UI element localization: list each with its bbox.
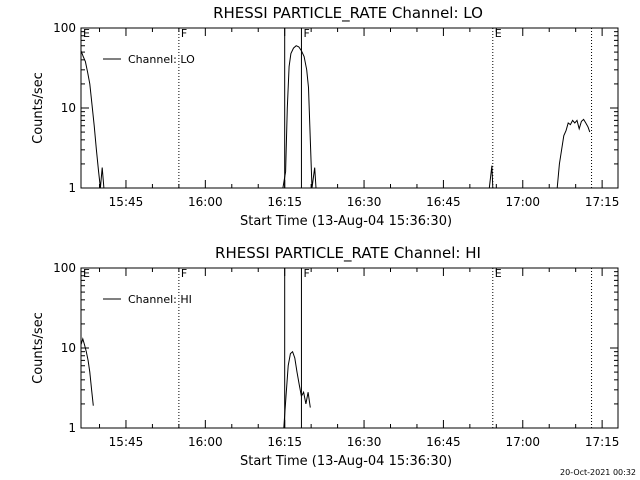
y-tick-label: 1 <box>68 181 76 195</box>
y-tick-label: 10 <box>61 101 76 115</box>
y-axis-label: Counts/sec <box>31 312 46 384</box>
chart-title: RHESSI PARTICLE_RATE Channel: HI <box>215 244 481 263</box>
x-tick-label: 16:30 <box>347 435 382 449</box>
y-tick-label: 10 <box>61 341 76 355</box>
event-marker-label: E <box>495 267 502 280</box>
legend-label: Channel: HI <box>128 293 192 306</box>
series-line <box>80 337 94 406</box>
x-tick-label: 16:45 <box>426 435 461 449</box>
x-tick-label: 16:00 <box>188 435 223 449</box>
x-axis-label: Start Time (13-Aug-04 15:36:30) <box>240 214 452 229</box>
series-line <box>556 118 591 189</box>
series-line <box>283 350 311 429</box>
event-marker-label: E <box>83 267 90 280</box>
legend-label: Channel: LO <box>128 53 195 66</box>
x-tick-label: 17:00 <box>505 435 540 449</box>
x-tick-label: 17:15 <box>585 195 620 209</box>
x-tick-label: 16:15 <box>267 195 302 209</box>
chart-marks: 15:45 16:00 16:15 16:30 16:45 17:00 17:15 1 10 10… <box>53 21 619 209</box>
x-tick-label: 16:15 <box>267 435 302 449</box>
x-tick-label: 17:15 <box>585 435 620 449</box>
chart-marks: 15:45 16:00 16:15 16:30 16:45 17:00 17:15 1 10 10… <box>53 261 619 449</box>
x-tick-label: 16:30 <box>347 195 382 209</box>
chart-title: RHESSI PARTICLE_RATE Channel: LO <box>213 4 483 23</box>
plot-frame <box>80 267 619 429</box>
series-line <box>488 165 494 189</box>
x-axis-label: Start Time (13-Aug-04 15:36:30) <box>240 454 452 469</box>
y-tick-label: 100 <box>53 261 76 275</box>
event-marker-label: E <box>83 27 90 40</box>
event-marker-label: F <box>303 267 309 280</box>
series-line <box>282 45 317 189</box>
event-marker-label: F <box>181 27 187 40</box>
event-marker-label: F <box>181 267 187 280</box>
y-axis-label: Counts/sec <box>31 72 46 144</box>
x-tick-label: 17:00 <box>505 195 540 209</box>
y-tick-label: 100 <box>53 21 76 35</box>
series-line <box>80 50 105 189</box>
x-tick-label: 15:45 <box>109 195 144 209</box>
event-marker-label: F <box>303 27 309 40</box>
x-tick-label: 16:45 <box>426 195 461 209</box>
event-marker-label: E <box>495 27 502 40</box>
y-tick-label: 1 <box>68 421 76 435</box>
timestamp-footer: 20-Oct-2021 00:32 <box>560 468 636 477</box>
x-tick-label: 15:45 <box>109 435 144 449</box>
plot-frame <box>80 27 619 189</box>
x-tick-label: 16:00 <box>188 195 223 209</box>
